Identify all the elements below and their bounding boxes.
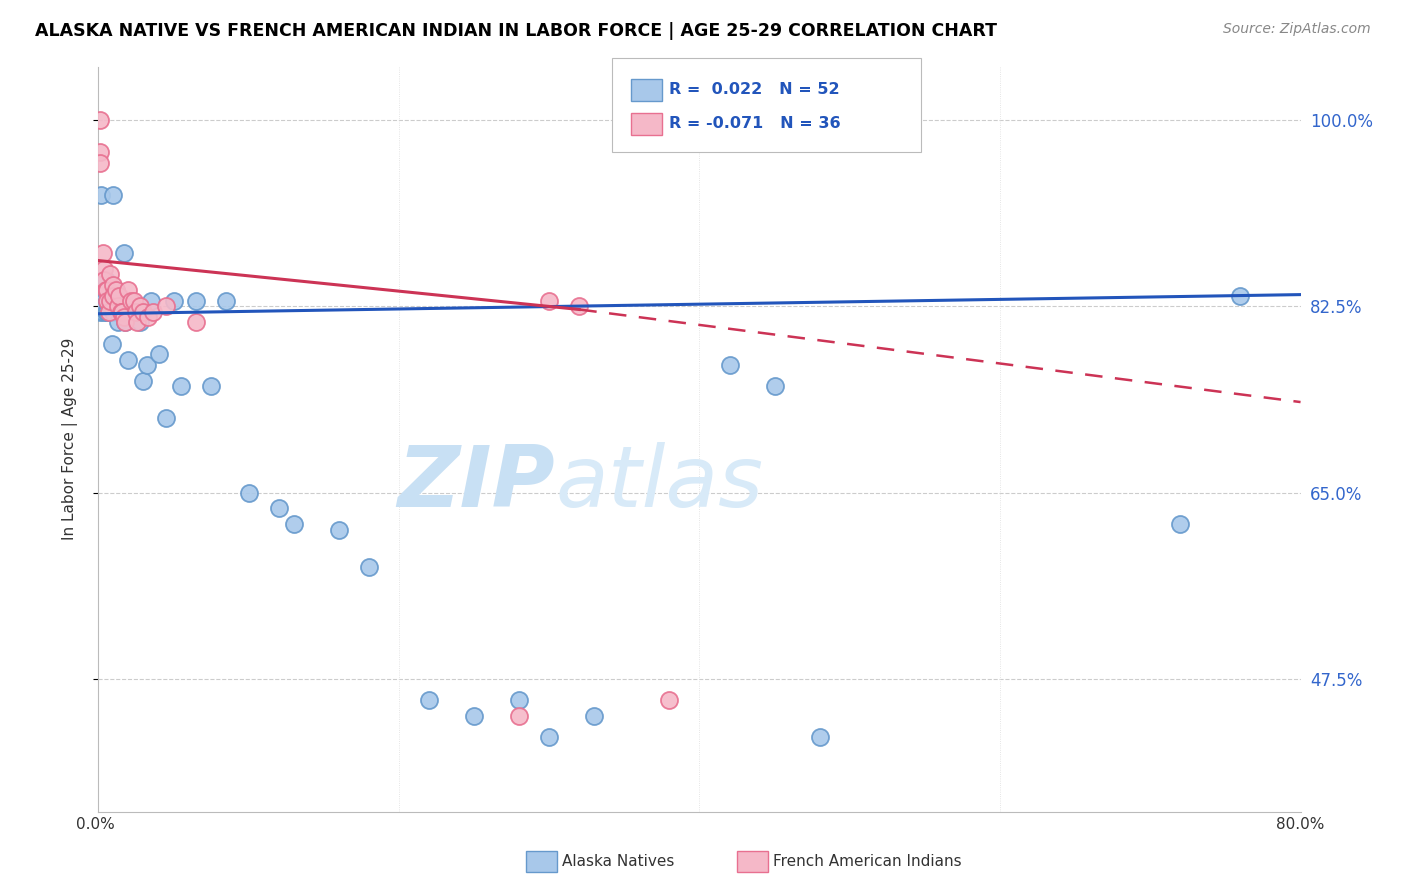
Point [121,304,143,318]
Point [89,113,111,128]
Point [763,379,786,393]
Text: Alaska Natives: Alaska Natives [562,855,675,869]
Point [93,262,115,277]
Point [267,501,290,516]
Point [132,304,155,318]
Text: R = -0.071   N = 36: R = -0.071 N = 36 [669,116,841,130]
Point [568,299,591,313]
Point [93,293,115,308]
Text: ALASKA NATIVE VS FRENCH AMERICAN INDIAN IN LABOR FORCE | AGE 25-29 CORRELATION C: ALASKA NATIVE VS FRENCH AMERICAN INDIAN … [35,22,997,40]
Point [111,304,134,318]
Point [100,299,122,313]
Point [100,268,122,282]
Point [94,304,117,318]
Point [200,379,222,393]
Point [91,304,114,318]
Point [129,315,152,329]
Point [155,411,177,425]
Point [105,284,128,298]
Point [538,730,561,744]
Point [89,304,111,318]
Point [103,278,125,293]
Point [162,293,184,308]
Point [94,273,117,287]
Point [718,358,741,372]
Point [96,293,118,308]
Point [107,299,129,313]
Point [129,299,152,313]
Point [184,315,207,329]
Point [125,304,148,318]
Point [90,299,112,313]
Point [658,693,681,707]
Point [97,304,120,318]
Point [89,299,111,313]
Point [136,310,159,324]
Point [103,288,125,302]
Point [808,730,831,744]
Point [135,358,157,372]
Point [1170,517,1192,532]
Point [103,187,125,202]
Point [155,299,177,313]
Point [463,709,485,723]
Point [90,187,112,202]
Point [93,299,115,313]
Point [111,304,134,318]
Text: French American Indians: French American Indians [773,855,962,869]
Point [328,523,350,537]
Point [93,273,115,287]
Point [357,560,380,574]
Point [508,709,530,723]
Point [283,517,305,532]
Point [121,293,143,308]
Text: Source: ZipAtlas.com: Source: ZipAtlas.com [1223,22,1371,37]
Point [103,304,125,318]
Point [124,293,146,308]
Point [1229,288,1251,302]
Point [141,304,163,318]
Point [110,304,132,318]
Point [100,293,122,308]
Text: atlas: atlas [555,442,763,525]
Point [112,246,135,260]
Point [97,304,120,318]
Point [117,284,139,298]
Text: ZIP: ZIP [398,442,555,525]
Text: R =  0.022   N = 52: R = 0.022 N = 52 [669,82,839,96]
Point [117,352,139,367]
Point [108,288,131,302]
Point [184,293,207,308]
Point [170,379,193,393]
Point [110,304,132,318]
Point [94,284,117,298]
Point [583,709,606,723]
Point [139,293,162,308]
Point [96,284,118,298]
Point [215,293,238,308]
Point [91,246,114,260]
Point [508,693,530,707]
Point [418,693,440,707]
Point [132,374,155,388]
Point [538,293,561,308]
Point [89,155,111,169]
Point [125,304,148,318]
Point [89,145,111,159]
Point [96,304,118,318]
Y-axis label: In Labor Force | Age 25-29: In Labor Force | Age 25-29 [62,338,77,541]
Point [658,113,681,128]
Point [114,315,136,329]
Point [148,347,170,361]
Point [107,315,129,329]
Point [114,315,136,329]
Point [112,310,135,324]
Text: 80.0%: 80.0% [1277,817,1324,832]
Point [105,284,128,298]
Point [96,293,118,308]
Point [101,336,124,351]
Point [238,485,260,500]
Point [127,315,149,329]
Text: 0.0%: 0.0% [76,817,115,832]
